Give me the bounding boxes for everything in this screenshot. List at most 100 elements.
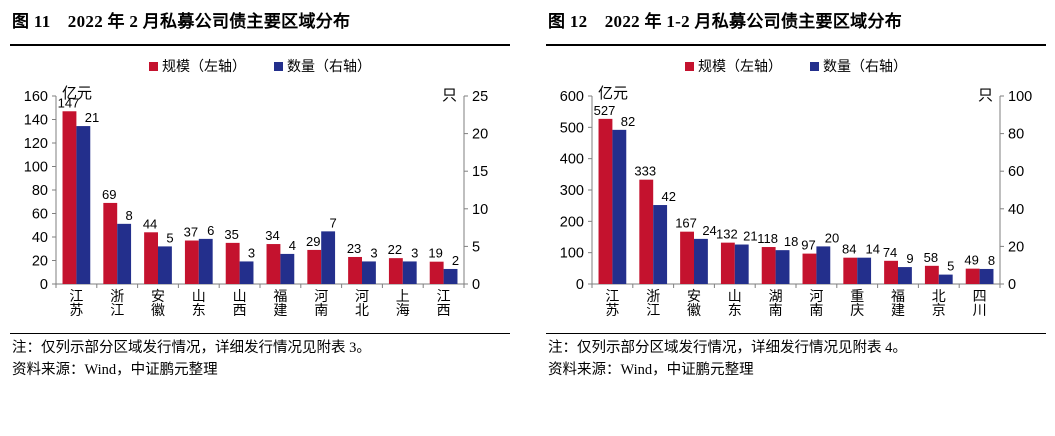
figure-11-notes: 注：仅列示部分区域发行情况，详细发行情况见附表 3。 资料来源：Wind，中证鹏… bbox=[10, 333, 510, 382]
svg-text:200: 200 bbox=[560, 214, 584, 230]
svg-text:40: 40 bbox=[32, 230, 48, 246]
svg-text:河南: 河南 bbox=[314, 288, 328, 318]
figure-12-header: 图 12 2022 年 1-2 月私募公司债主要区域分布 bbox=[546, 4, 1046, 46]
svg-text:100: 100 bbox=[24, 160, 48, 176]
svg-text:140: 140 bbox=[24, 113, 48, 129]
svg-text:49: 49 bbox=[964, 253, 978, 268]
svg-text:15: 15 bbox=[472, 164, 488, 180]
svg-text:0: 0 bbox=[472, 277, 480, 293]
svg-text:84: 84 bbox=[842, 242, 856, 257]
svg-text:160: 160 bbox=[24, 89, 48, 105]
svg-text:37: 37 bbox=[184, 225, 198, 240]
figure-12-legend: 规模（左轴） 数量（右轴） bbox=[546, 56, 1046, 76]
svg-text:5: 5 bbox=[947, 259, 954, 274]
svg-text:8: 8 bbox=[988, 253, 995, 268]
svg-text:浙江: 浙江 bbox=[110, 288, 124, 318]
svg-text:22: 22 bbox=[388, 242, 402, 257]
svg-text:浙江: 浙江 bbox=[646, 288, 660, 318]
svg-text:5: 5 bbox=[472, 239, 480, 255]
svg-text:只: 只 bbox=[442, 87, 457, 104]
svg-text:8: 8 bbox=[126, 208, 133, 223]
figure-12-bar-chart: 0 100 200 300 400 500 600 0 20 40 60 80 100 亿元 只 527 82 江… bbox=[560, 85, 1032, 318]
svg-text:4: 4 bbox=[289, 238, 296, 253]
svg-text:江苏: 江苏 bbox=[605, 288, 619, 318]
svg-text:97: 97 bbox=[801, 238, 815, 253]
svg-text:24: 24 bbox=[702, 223, 716, 238]
count-series-swatch-icon bbox=[810, 61, 819, 71]
svg-text:80: 80 bbox=[1008, 127, 1024, 143]
svg-text:0: 0 bbox=[576, 277, 584, 293]
chart-note: 注：仅列示部分区域发行情况，详细发行情况见附表 3。 bbox=[12, 340, 371, 356]
svg-text:18: 18 bbox=[784, 234, 798, 249]
figure-11-header: 图 11 2022 年 2 月私募公司债主要区域分布 bbox=[10, 4, 510, 46]
scale-series-swatch-icon bbox=[149, 61, 158, 71]
svg-text:江苏: 江苏 bbox=[69, 288, 83, 318]
figure-12-title: 图 12 2022 年 1-2 月私募公司债主要区域分布 bbox=[548, 12, 903, 31]
svg-text:亿元: 亿元 bbox=[598, 85, 628, 102]
svg-text:0: 0 bbox=[1008, 277, 1016, 293]
svg-text:0: 0 bbox=[40, 277, 48, 293]
legend-item-count: 数量（右轴） bbox=[810, 56, 907, 76]
svg-text:40: 40 bbox=[1008, 202, 1024, 218]
svg-text:湖南: 湖南 bbox=[769, 288, 783, 318]
svg-text:2: 2 bbox=[452, 253, 459, 268]
svg-text:3: 3 bbox=[248, 245, 255, 260]
svg-text:重庆: 重庆 bbox=[850, 288, 864, 318]
svg-text:安徽: 安徽 bbox=[151, 288, 165, 318]
svg-text:安徽: 安徽 bbox=[687, 288, 701, 318]
svg-text:上海: 上海 bbox=[396, 288, 410, 318]
svg-text:只: 只 bbox=[978, 87, 993, 104]
svg-text:35: 35 bbox=[224, 227, 238, 242]
svg-text:527: 527 bbox=[594, 103, 616, 118]
svg-text:6: 6 bbox=[207, 223, 214, 238]
figure-11-legend: 规模（左轴） 数量（右轴） bbox=[10, 56, 510, 76]
figure-12-notes: 注：仅列示部分区域发行情况，详细发行情况见附表 4。 资料来源：Wind，中证鹏… bbox=[546, 333, 1046, 382]
count-series-swatch-icon bbox=[274, 61, 283, 71]
svg-text:21: 21 bbox=[85, 110, 99, 125]
svg-text:四川: 四川 bbox=[973, 288, 987, 318]
legend-label-scale: 规模（左轴） bbox=[698, 58, 782, 74]
svg-text:山东: 山东 bbox=[192, 288, 206, 318]
chart-source: 资料来源：Wind，中证鹏元整理 bbox=[12, 361, 218, 378]
legend-item-count: 数量（右轴） bbox=[274, 56, 371, 76]
svg-text:333: 333 bbox=[634, 164, 656, 179]
svg-text:60: 60 bbox=[1008, 164, 1024, 180]
svg-text:100: 100 bbox=[1008, 89, 1032, 105]
svg-text:147: 147 bbox=[58, 95, 80, 110]
legend-label-count: 数量（右轴） bbox=[823, 58, 907, 74]
svg-text:600: 600 bbox=[560, 89, 584, 105]
svg-text:132: 132 bbox=[716, 227, 738, 242]
svg-text:82: 82 bbox=[621, 114, 635, 129]
svg-text:河北: 河北 bbox=[355, 288, 369, 318]
svg-text:34: 34 bbox=[265, 228, 279, 243]
svg-text:80: 80 bbox=[32, 183, 48, 199]
legend-item-scale: 规模（左轴） bbox=[149, 56, 246, 76]
svg-text:福建: 福建 bbox=[891, 288, 905, 318]
svg-text:亿元: 亿元 bbox=[62, 85, 92, 102]
svg-text:100: 100 bbox=[560, 246, 584, 262]
svg-text:58: 58 bbox=[924, 250, 938, 265]
svg-text:19: 19 bbox=[428, 246, 442, 261]
svg-text:江西: 江西 bbox=[437, 288, 451, 318]
svg-text:20: 20 bbox=[825, 230, 839, 245]
legend-label-scale: 规模（左轴） bbox=[162, 58, 246, 74]
svg-text:167: 167 bbox=[675, 216, 697, 231]
svg-text:山西: 山西 bbox=[233, 288, 247, 318]
svg-text:400: 400 bbox=[560, 152, 584, 168]
svg-text:14: 14 bbox=[866, 242, 880, 257]
figure-11-panel: 图 11 2022 年 2 月私募公司债主要区域分布 规模（左轴） 数量（右轴）… bbox=[10, 4, 510, 382]
svg-text:23: 23 bbox=[347, 241, 361, 256]
svg-text:69: 69 bbox=[102, 187, 116, 202]
figure-11-title: 图 11 2022 年 2 月私募公司债主要区域分布 bbox=[12, 12, 351, 31]
svg-text:21: 21 bbox=[743, 229, 757, 244]
svg-text:5: 5 bbox=[166, 230, 173, 245]
svg-text:25: 25 bbox=[472, 89, 488, 105]
svg-text:20: 20 bbox=[32, 254, 48, 270]
svg-text:44: 44 bbox=[143, 216, 157, 231]
svg-text:60: 60 bbox=[32, 207, 48, 223]
svg-text:500: 500 bbox=[560, 120, 584, 136]
svg-text:3: 3 bbox=[370, 245, 377, 260]
chart-note: 注：仅列示部分区域发行情况，详细发行情况见附表 4。 bbox=[548, 340, 907, 356]
legend-item-scale: 规模（左轴） bbox=[685, 56, 782, 76]
